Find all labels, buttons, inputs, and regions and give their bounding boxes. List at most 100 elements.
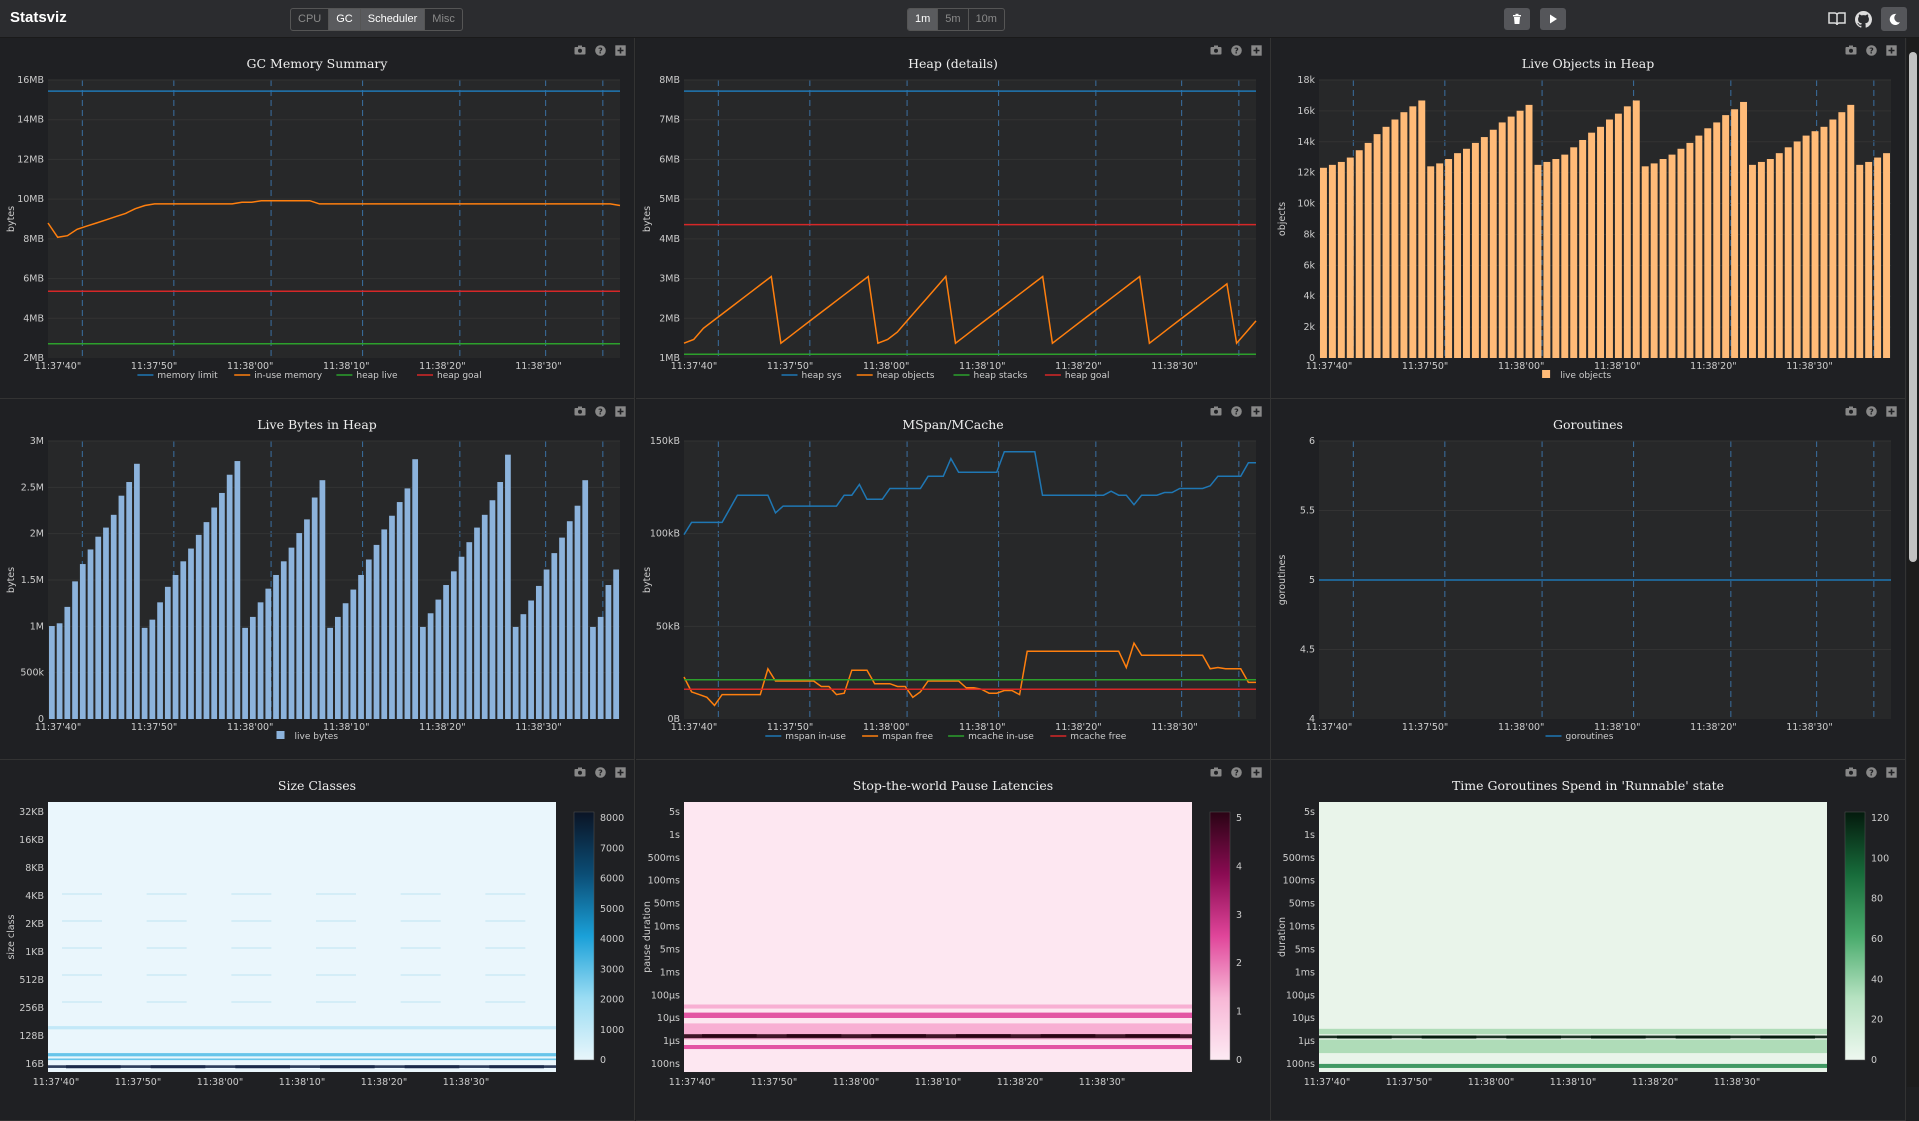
help-icon[interactable]: ? (1230, 44, 1242, 56)
camera-icon[interactable] (1210, 766, 1222, 778)
heatmap-band (684, 1012, 1192, 1018)
bar (1597, 126, 1604, 359)
expand-icon[interactable] (1885, 766, 1897, 778)
colorbar-tick-label: 80 (1871, 894, 1883, 905)
category-gc-button[interactable]: GC (329, 9, 361, 30)
y-tick-label: 100ns (1286, 1059, 1315, 1070)
bar (512, 626, 519, 719)
camera-icon[interactable] (574, 766, 586, 778)
y-tick-label: 8MB (23, 234, 44, 245)
help-icon[interactable]: ? (1230, 405, 1242, 417)
bar (126, 482, 133, 719)
svg-text:?: ? (598, 46, 603, 55)
expand-icon[interactable] (614, 405, 626, 417)
x-tick-label: 11:38'00" (863, 361, 909, 372)
y-tick-label: 3M (30, 436, 44, 447)
book-icon (1828, 12, 1846, 26)
camera-icon[interactable] (1845, 405, 1857, 417)
help-icon[interactable]: ? (594, 405, 606, 417)
bar (582, 480, 589, 719)
help-icon[interactable]: ? (1865, 766, 1877, 778)
expand-icon[interactable] (1885, 405, 1897, 417)
clear-button[interactable] (1504, 8, 1530, 30)
heatmap-band (1319, 1035, 1827, 1039)
bar (219, 492, 225, 719)
chart-panel: Goroutines? 4 4.5 5 5.5 6 11:37'40" 11:37'50" 11… (1271, 399, 1906, 760)
bar (1632, 100, 1640, 359)
heatmap-area (48, 802, 556, 1072)
play-button[interactable] (1540, 8, 1566, 30)
chart-svg: 100ns 1µs 10µs 100µs 1ms 5ms 10ms 50ms 100ms 500m… (642, 802, 1242, 1088)
svg-text:?: ? (1234, 46, 1239, 55)
colorbar-tick-label: 8000 (600, 813, 624, 824)
chart-svg: 2MB 4MB 6MB 8MB 10MB 12MB 14MB 16MB 11:37'40" 11:… (6, 75, 621, 381)
bar (195, 534, 202, 719)
bar (1320, 167, 1327, 358)
camera-icon[interactable] (1210, 44, 1222, 56)
help-icon[interactable]: ? (1230, 766, 1242, 778)
scrollbar-thumb[interactable] (1909, 52, 1917, 562)
category-cpu-button[interactable]: CPU (291, 9, 330, 30)
bar (103, 527, 109, 719)
help-icon[interactable]: ? (1865, 44, 1877, 56)
bar (1409, 106, 1417, 358)
docs-link[interactable] (1827, 9, 1847, 29)
help-icon[interactable]: ? (594, 44, 606, 56)
chart-toolbar: ? (574, 405, 626, 417)
camera-icon[interactable] (574, 44, 586, 56)
bar (95, 536, 102, 719)
bar (56, 623, 63, 719)
camera-icon[interactable] (1845, 766, 1857, 778)
github-link[interactable] (1853, 9, 1873, 29)
timerange-10m-button[interactable]: 10m (975, 13, 997, 25)
chart-title: Goroutines (1553, 417, 1623, 432)
colorbar (1844, 811, 1866, 1061)
x-tick-label: 11:38'10" (279, 1077, 325, 1088)
chart-toolbar: ? (1210, 44, 1262, 56)
chart-toolbar: ? (1845, 405, 1897, 417)
bar (1766, 159, 1774, 358)
expand-icon[interactable] (1250, 44, 1262, 56)
help-icon[interactable]: ? (594, 766, 606, 778)
camera-icon[interactable] (1845, 44, 1857, 56)
camera-icon[interactable] (1210, 405, 1222, 417)
x-tick-label: 11:38'30" (1079, 1077, 1125, 1088)
heatmap-cell (150, 1065, 206, 1069)
category-scheduler-button[interactable]: Scheduler (360, 9, 426, 30)
heatmap-cell (66, 1065, 121, 1069)
category-misc-button[interactable]: Misc (432, 13, 455, 25)
expand-icon[interactable] (1250, 766, 1262, 778)
bar (249, 616, 256, 719)
help-icon[interactable]: ? (1865, 405, 1877, 417)
heatmap-area (1319, 802, 1827, 1072)
x-tick-label: 11:37'50" (1402, 361, 1448, 372)
camera-icon[interactable] (574, 405, 586, 417)
x-tick-label: 11:38'20" (1055, 361, 1101, 372)
expand-icon[interactable] (614, 766, 626, 778)
x-tick-label: 11:38'20" (1690, 722, 1736, 733)
theme-toggle-button[interactable] (1881, 7, 1907, 31)
x-tick-label: 11:38'20" (1632, 1077, 1678, 1088)
bar (172, 574, 179, 719)
expand-icon[interactable] (1885, 44, 1897, 56)
bar (118, 495, 125, 719)
chart-toolbar: ? (574, 44, 626, 56)
scrollbar[interactable] (1907, 38, 1919, 1087)
svg-text:?: ? (1869, 407, 1874, 416)
expand-icon[interactable] (614, 44, 626, 56)
y-axis-label: pause duration (642, 901, 653, 973)
heatmap-cell (62, 947, 102, 949)
timerange-1m-button[interactable]: 1m (908, 9, 939, 30)
y-tick-label: 1s (1304, 830, 1315, 841)
heatmap-band (684, 1004, 1192, 1009)
timerange-5m-button[interactable]: 5m (938, 9, 969, 30)
expand-icon[interactable] (1250, 405, 1262, 417)
bar (505, 454, 511, 719)
y-tick-label: 2MB (659, 313, 680, 324)
y-tick-label: 4MB (23, 313, 44, 324)
y-tick-label: 500ms (1283, 853, 1315, 864)
bar (1686, 142, 1694, 358)
y-tick-label: 100ns (651, 1059, 680, 1070)
x-tick-label: 11:37'40" (1306, 361, 1352, 372)
bar (1507, 116, 1515, 358)
